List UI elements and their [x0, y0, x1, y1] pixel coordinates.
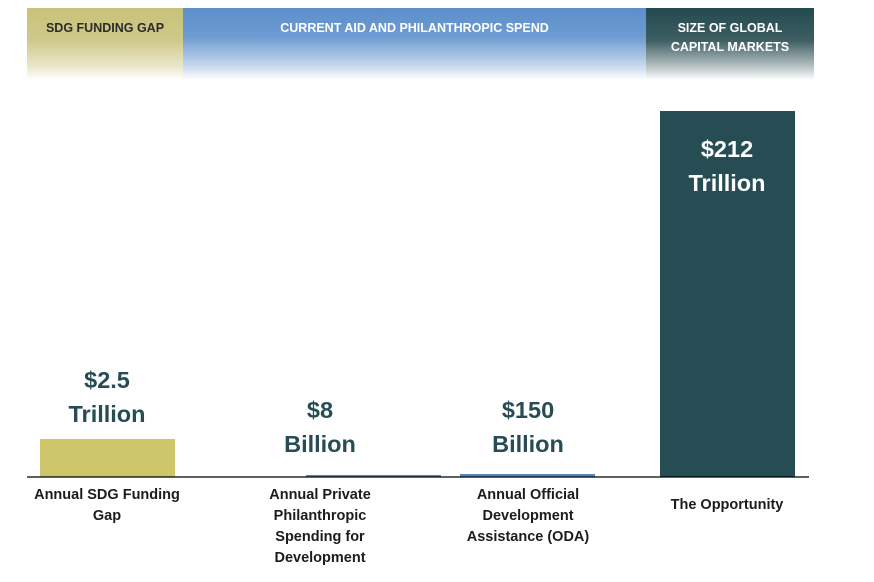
sdg-funding-gap-header: SDG FUNDING GAP: [27, 8, 183, 80]
category-label-4: The Opportunity: [671, 497, 784, 513]
bar-1: [40, 439, 175, 477]
category-label-3: Annual Official Development Assistance (OD…: [467, 487, 590, 545]
bar-2: [306, 475, 441, 477]
aid-spend-header: CURRENT AID AND PHILANTHROPIC SPEND: [183, 8, 646, 80]
category-label-1: Annual SDG Funding Gap: [34, 487, 180, 524]
bar-value-label-2: $8 Billion: [284, 397, 356, 457]
bar-4: [660, 111, 795, 477]
category-label-2: Annual Private Philanthropic Spending for D…: [269, 487, 371, 566]
bar-3: [460, 474, 595, 477]
sdg-funding-gap-header-label: SDG FUNDING GAP: [45, 21, 165, 35]
capital-markets-header-line2: CAPITAL MARKETS: [670, 40, 790, 54]
capital-markets-header-line1: SIZE OF GLOBAL: [677, 21, 783, 35]
bar-value-label-1: $2.5 Trillion: [68, 367, 145, 427]
aid-spend-header-label: CURRENT AID AND PHILANTHROPIC SPEND: [280, 21, 549, 35]
capital-markets-header: SIZE OF GLOBAL CAPITAL MARKETS: [646, 8, 814, 80]
bar-value-label-4: $212 Trillion: [688, 136, 765, 196]
bar-value-label-3: $150 Billion: [492, 397, 564, 457]
